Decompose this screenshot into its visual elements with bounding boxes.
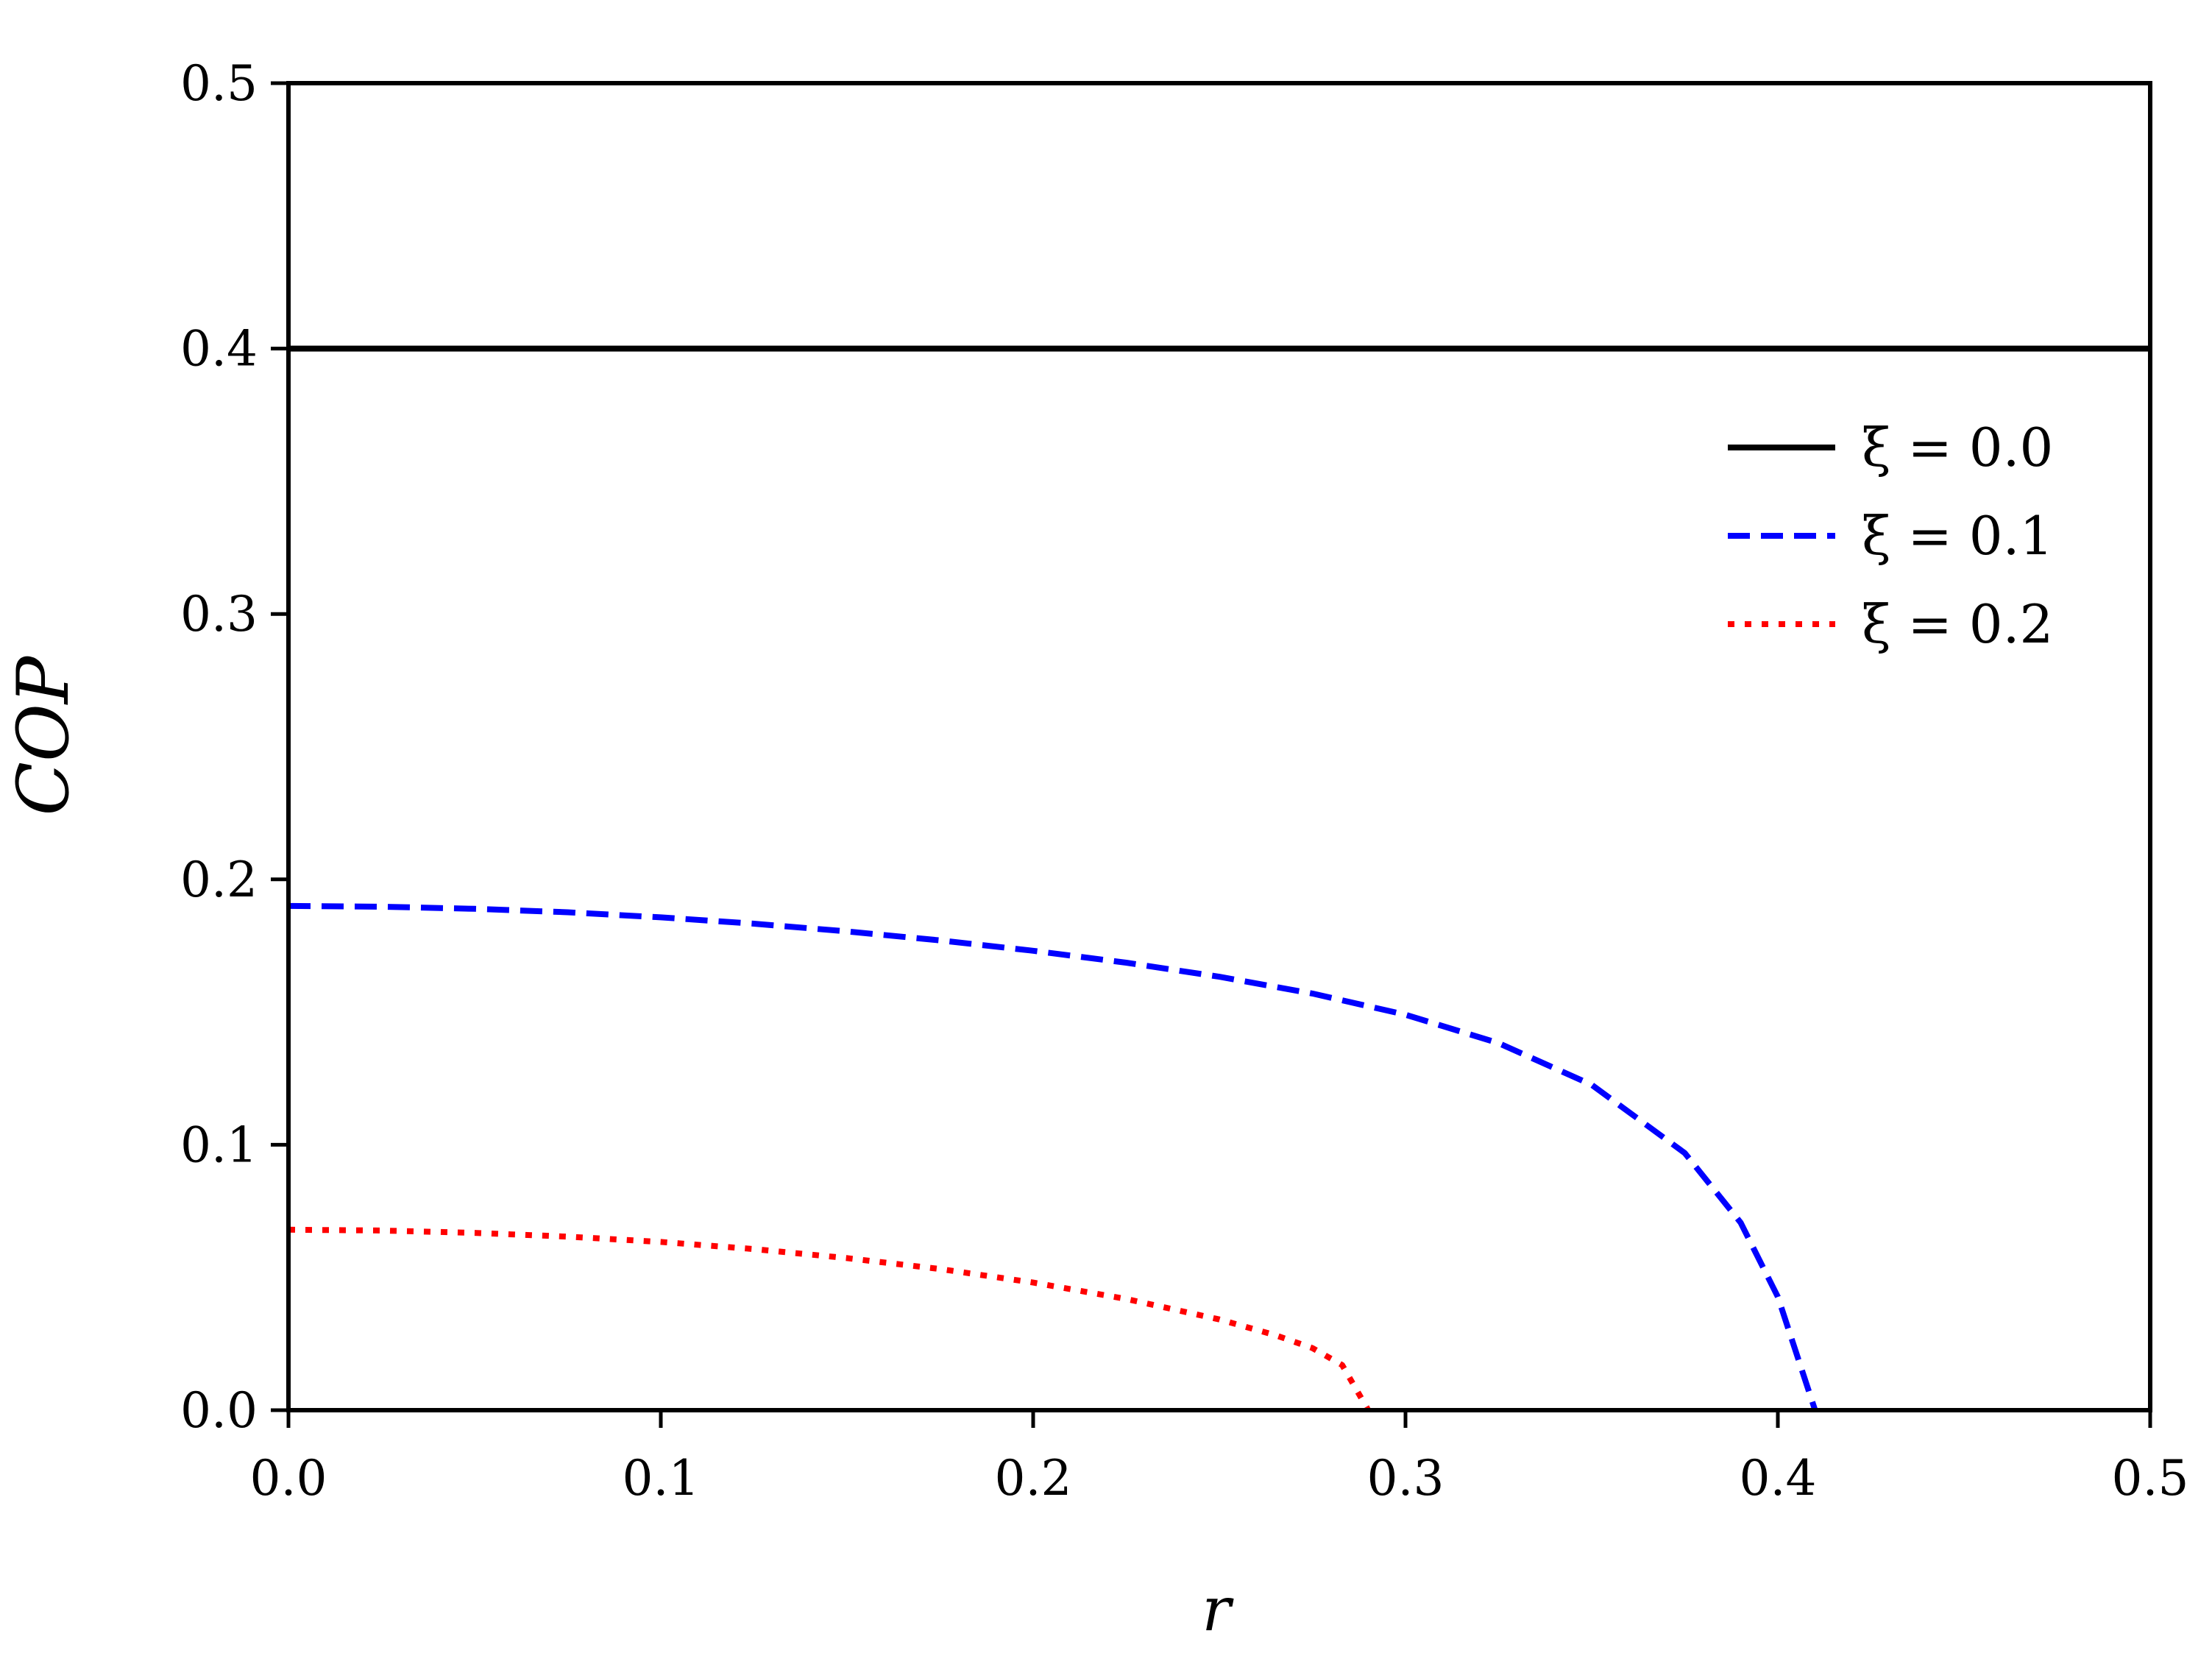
x-tick-label: 0.2: [995, 1450, 1072, 1507]
x-tick-label: 0.5: [2112, 1450, 2189, 1507]
plot-lines: [288, 345, 2150, 1412]
x-tick-label: 0.1: [623, 1450, 700, 1507]
x-axis-label: r: [1202, 1575, 1234, 1645]
x-tick-label: 0.4: [1740, 1450, 1817, 1507]
y-tick-label: 0.4: [180, 321, 258, 378]
legend-label-1: ξ = 0.1: [1862, 505, 2053, 567]
y-tick-label: 0.1: [180, 1117, 258, 1173]
plot-frame: [286, 81, 2152, 1412]
y-tick-label: 0.3: [180, 586, 258, 643]
x-tick-label: 0.0: [250, 1450, 327, 1507]
y-tick-label: 0.5: [180, 55, 258, 112]
axis-ticks: 0.0 0.1 0.2 0.3 0.4 0.5 0.0 0.1 0.2 0.3 0.4 0.5: [180, 55, 2188, 1507]
y-axis-label: COP: [2, 655, 85, 815]
legend-label-2: ξ = 0.2: [1862, 593, 2053, 655]
series-line-1: [288, 902, 1818, 1412]
x-tick-label: 0.3: [1367, 1450, 1444, 1507]
y-tick-label: 0.2: [180, 852, 258, 908]
y-tick-label: 0.0: [180, 1382, 258, 1439]
axes-frame: [286, 81, 2152, 1412]
series-line-2: [288, 1226, 1371, 1412]
legend-label-0: ξ = 0.0: [1862, 417, 2053, 478]
legend: ξ = 0.0 ξ = 0.1 ξ = 0.2: [1728, 417, 2053, 655]
